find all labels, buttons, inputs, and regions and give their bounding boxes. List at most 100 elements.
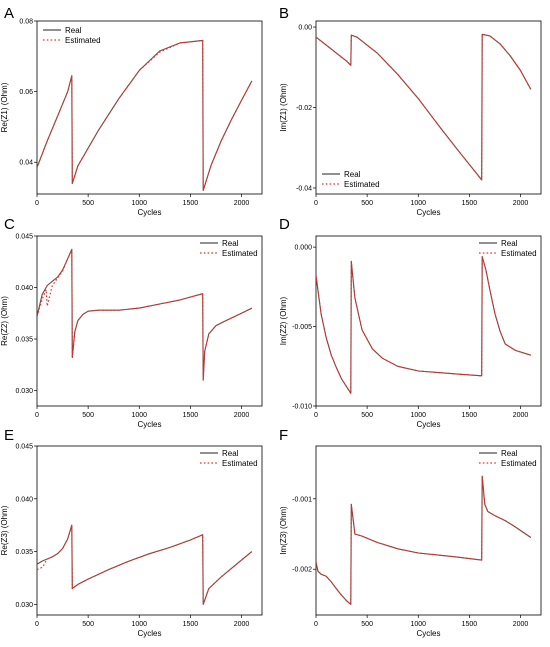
x-tick-label: 1500 bbox=[183, 200, 199, 207]
x-tick-label: 0 bbox=[35, 621, 39, 628]
legend-label: Estimated bbox=[65, 36, 101, 45]
panel-letter: C bbox=[4, 216, 15, 233]
x-tick-label: 500 bbox=[361, 621, 373, 628]
x-axis-title: Cycles bbox=[416, 420, 440, 429]
y-tick-label: 0.045 bbox=[15, 234, 33, 241]
legend-label: Estimated bbox=[222, 249, 258, 258]
axes-frame bbox=[36, 445, 263, 616]
series-line-real bbox=[316, 33, 532, 181]
y-axis-title: Re(Z1) (Ohm) bbox=[0, 82, 9, 132]
x-tick-label: 500 bbox=[82, 621, 94, 628]
x-tick-label: 1500 bbox=[462, 621, 478, 628]
series-line-real bbox=[37, 39, 253, 192]
y-axis-title: Im(Z1) (Ohm) bbox=[279, 83, 288, 132]
series-line-estimated bbox=[316, 475, 532, 606]
axes-frame bbox=[315, 235, 542, 407]
y-tick-label: 0.040 bbox=[15, 285, 33, 292]
panel-letter: F bbox=[279, 427, 288, 444]
x-axis-title: Cycles bbox=[137, 629, 161, 638]
x-tick-label: 2000 bbox=[234, 412, 250, 419]
x-axis-title: Cycles bbox=[137, 208, 161, 217]
x-tick-label: 2000 bbox=[234, 621, 250, 628]
panel-d: D 0 500 1000 1500 2000 -0.010 -0.005 0.000 Cycles… bbox=[279, 216, 542, 429]
legend-label: Estimated bbox=[222, 459, 258, 468]
x-tick-label: 500 bbox=[82, 200, 94, 207]
x-tick-label: 0 bbox=[314, 200, 318, 207]
series-line-real bbox=[37, 524, 253, 605]
x-tick-label: 0 bbox=[314, 621, 318, 628]
x-tick-label: 1500 bbox=[183, 621, 199, 628]
x-tick-label: 2000 bbox=[513, 412, 529, 419]
axes-frame bbox=[36, 235, 263, 407]
y-tick-label: -0.02 bbox=[296, 105, 312, 112]
panel-c: C 0 500 1000 1500 2000 0.030 0.035 0.040 0.045 Cyc… bbox=[0, 216, 263, 429]
y-tick-label: -0.010 bbox=[292, 404, 312, 411]
y-axis-title: Re(Z3) (Ohm) bbox=[0, 505, 9, 555]
axes-frame bbox=[315, 445, 542, 616]
panel-letter: B bbox=[279, 5, 289, 22]
x-tick-label: 1500 bbox=[462, 412, 478, 419]
y-axis-title: Im(Z3) (Ohm) bbox=[279, 506, 288, 555]
y-axis-title: Im(Z2) (Ohm) bbox=[279, 296, 288, 345]
axes-frame bbox=[36, 20, 263, 195]
x-tick-label: 1000 bbox=[410, 200, 426, 207]
series-line-overlay bbox=[37, 525, 252, 605]
x-tick-label: 500 bbox=[361, 200, 373, 207]
y-tick-label: 0.04 bbox=[19, 160, 33, 167]
y-tick-label: 0.040 bbox=[15, 496, 33, 503]
x-tick-label: 500 bbox=[361, 412, 373, 419]
y-tick-label: 0.06 bbox=[19, 89, 33, 96]
y-tick-label: 0.08 bbox=[19, 19, 33, 26]
x-tick-label: 1000 bbox=[131, 412, 147, 419]
y-tick-label: 0.00 bbox=[298, 25, 312, 32]
x-tick-label: 2000 bbox=[513, 200, 529, 207]
y-tick-label: -0.005 bbox=[292, 324, 312, 331]
series-line-real bbox=[316, 475, 532, 605]
series-line-overlay bbox=[37, 40, 253, 191]
x-tick-label: 1000 bbox=[410, 621, 426, 628]
legend-label: Estimated bbox=[501, 459, 537, 468]
y-tick-label: -0.002 bbox=[292, 567, 312, 574]
series-line-overlay bbox=[316, 476, 531, 606]
x-tick-label: 2000 bbox=[513, 621, 529, 628]
series-line-estimated bbox=[37, 248, 253, 381]
y-tick-label: 0.030 bbox=[15, 602, 33, 609]
series-line-overlay bbox=[37, 249, 252, 381]
series-line-estimated bbox=[37, 524, 253, 606]
series-line-estimated bbox=[316, 33, 532, 181]
legend-label: Real bbox=[65, 26, 82, 35]
legend-label: Real bbox=[222, 239, 239, 248]
series-line-estimated bbox=[37, 39, 253, 192]
x-tick-label: 1500 bbox=[183, 412, 199, 419]
y-tick-label: 0.045 bbox=[15, 444, 33, 451]
panel-letter: A bbox=[4, 5, 14, 22]
axes-frame bbox=[315, 20, 542, 195]
panel-letter: D bbox=[279, 216, 290, 233]
series-line-overlay bbox=[316, 256, 531, 395]
x-tick-label: 0 bbox=[35, 200, 39, 207]
series-line-real bbox=[37, 248, 253, 381]
x-tick-label: 500 bbox=[82, 412, 94, 419]
x-tick-label: 1500 bbox=[462, 200, 478, 207]
legend-label: Real bbox=[344, 170, 361, 179]
y-tick-label: 0.030 bbox=[15, 388, 33, 395]
series-line-overlay bbox=[316, 33, 532, 181]
panel-e: E 0 500 1000 1500 2000 0.030 0.035 0.040 0.045 Cyc… bbox=[0, 427, 263, 638]
panel-f: F 0 500 1000 1500 2000 -0.002 -0.001 Cycles Im(Z3… bbox=[279, 427, 542, 638]
x-tick-label: 1000 bbox=[410, 412, 426, 419]
panel-letter: E bbox=[4, 427, 14, 444]
y-tick-label: 0.000 bbox=[294, 245, 312, 252]
y-tick-label: 0.035 bbox=[15, 549, 33, 556]
panel-b: B 0 500 1000 1500 2000 -0.04 -0.02 0.00 Cycles Im(… bbox=[279, 5, 542, 217]
y-tick-label: -0.001 bbox=[292, 496, 312, 503]
legend-label: Real bbox=[501, 239, 518, 248]
y-tick-label: -0.04 bbox=[296, 185, 312, 192]
x-tick-label: 1000 bbox=[131, 200, 147, 207]
x-tick-label: 0 bbox=[35, 412, 39, 419]
x-tick-label: 1000 bbox=[131, 621, 147, 628]
